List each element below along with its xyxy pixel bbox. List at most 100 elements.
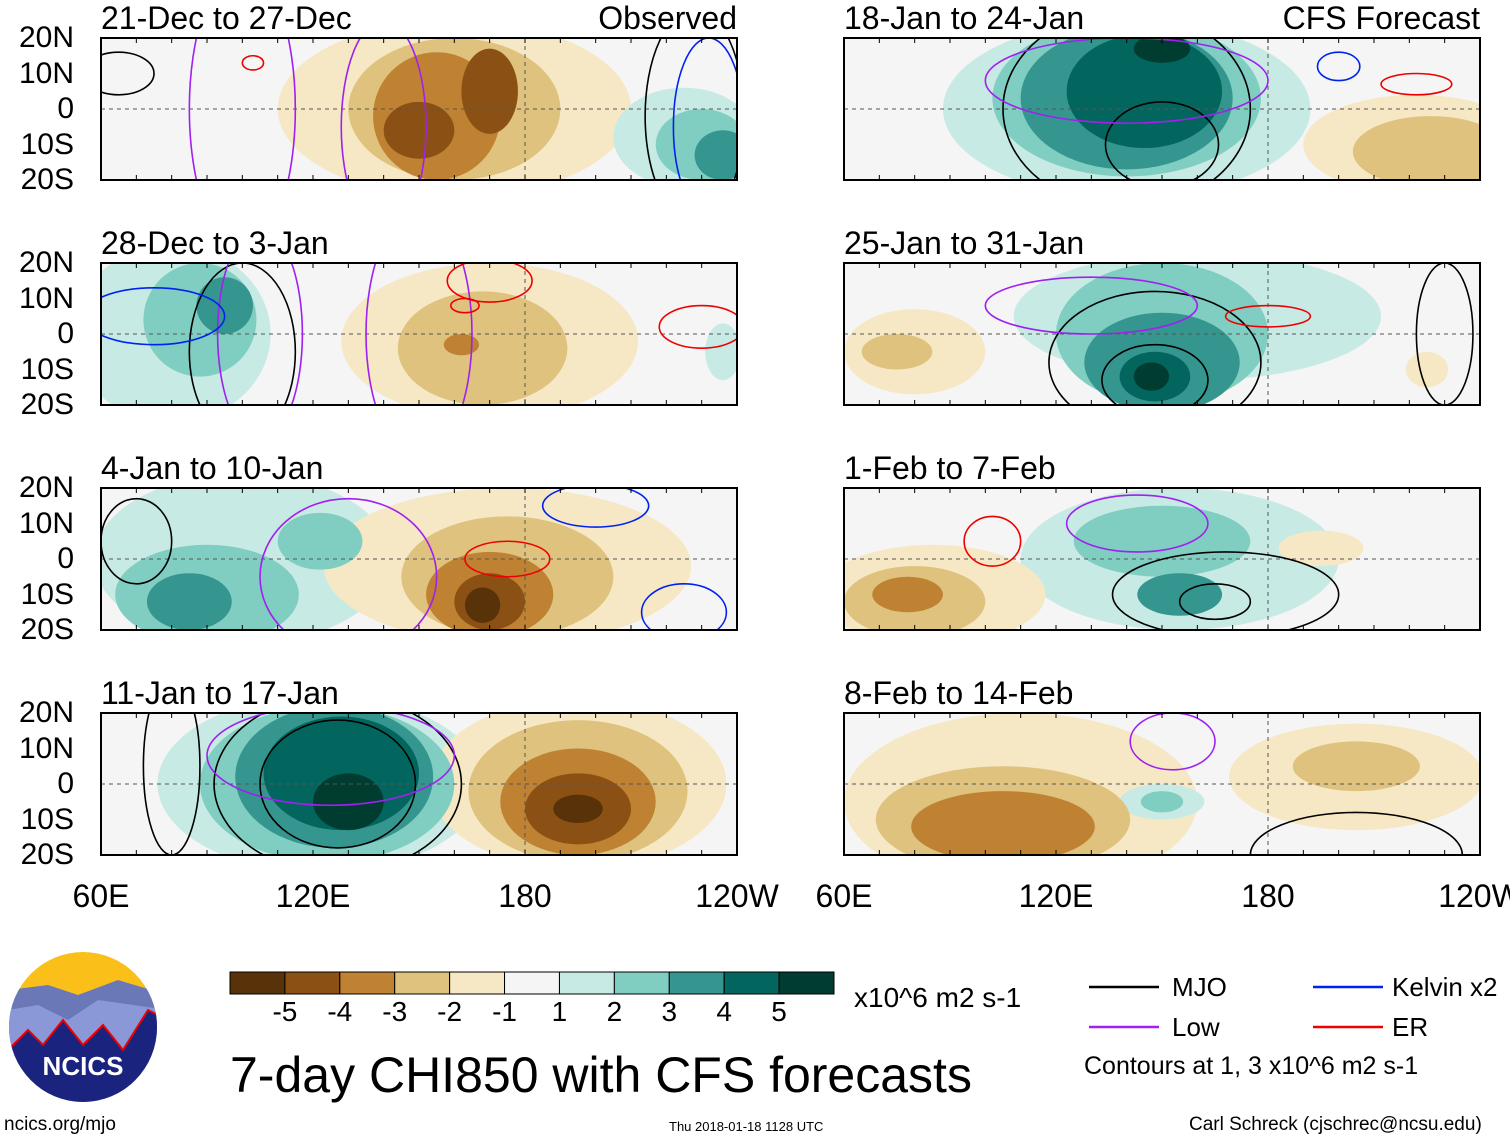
low-contour xyxy=(216,263,304,405)
map-panel xyxy=(844,488,1480,630)
mjo-contour xyxy=(213,713,463,855)
colorbar-tick-label: -5 xyxy=(272,996,298,1027)
lat-tick-label: 20N xyxy=(18,471,74,504)
kelvin-contour xyxy=(640,583,728,630)
negative-anomaly-region xyxy=(1278,530,1364,567)
er-contour xyxy=(449,297,480,314)
author-credit: Carl Schreck (cjschrec@ncsu.edu) xyxy=(1189,1114,1482,1135)
mjo-contour xyxy=(1101,343,1209,405)
lon-tick-label: 120W xyxy=(1438,878,1510,914)
lat-tick-label: 20S xyxy=(20,838,74,871)
mjo-contour xyxy=(1048,290,1262,405)
positive-anomaly-region xyxy=(146,573,232,630)
positive-anomaly-region xyxy=(1133,38,1191,63)
colorbar-tick-label: 3 xyxy=(661,996,678,1027)
lat-tick-label: 20S xyxy=(20,163,74,196)
negative-anomaly-region xyxy=(1352,116,1480,180)
negative-anomaly-region xyxy=(911,791,1095,855)
negative-anomaly-region xyxy=(443,334,480,356)
legend-mjo-label: MJO xyxy=(1172,972,1227,1002)
map-panel xyxy=(844,713,1480,855)
panel-date-label: 25-Jan to 31-Jan xyxy=(844,225,1085,261)
map-panel xyxy=(101,713,737,855)
colorbar-tick-label: -4 xyxy=(327,996,353,1027)
negative-anomaly-region xyxy=(1405,351,1449,388)
mjo-contour xyxy=(1178,583,1252,621)
panel-date-label: 8-Feb to 14-Feb xyxy=(844,675,1074,711)
er-contour xyxy=(963,515,1022,567)
lat-tick-label: 20N xyxy=(18,21,74,54)
negative-anomaly-region xyxy=(861,334,933,370)
colorbar-swatch xyxy=(339,971,396,995)
colorbar-swatch xyxy=(229,971,286,995)
low-contour xyxy=(188,38,297,180)
lat-tick-label: 10S xyxy=(20,802,74,836)
column-label: Observed xyxy=(598,0,737,36)
column-label: CFS Forecast xyxy=(1282,0,1480,36)
panel-date-label: 18-Jan to 24-Jan xyxy=(844,0,1085,36)
kelvin-contour xyxy=(672,38,737,180)
lat-tick-label: 10N xyxy=(18,731,74,765)
lat-tick-label: 10N xyxy=(18,56,74,90)
legend-low-label: Low xyxy=(1172,1012,1220,1042)
colorbar-tick-label: -1 xyxy=(492,996,517,1027)
panel-date-label: 21-Dec to 27-Dec xyxy=(101,0,352,36)
colorbar-swatch xyxy=(504,971,560,995)
kelvin-contour xyxy=(1316,51,1361,82)
map-panel xyxy=(844,38,1480,180)
colorbar-swatch xyxy=(668,971,725,995)
lat-tick-label: 10S xyxy=(20,127,74,161)
svg-text:NCICS: NCICS xyxy=(43,1051,124,1081)
map-panel xyxy=(101,263,737,405)
colorbar-swatch xyxy=(558,971,615,995)
colorbar-units: x10^6 m2 s-1 xyxy=(854,982,1022,1013)
positive-anomaly-region xyxy=(1137,573,1223,616)
positive-anomaly-region xyxy=(313,773,384,831)
mjo-contour xyxy=(259,719,417,849)
negative-anomaly-region xyxy=(872,576,943,613)
lon-tick-label: 180 xyxy=(1241,878,1295,914)
mjo-contour xyxy=(101,51,155,96)
colorbar-tick-label: -2 xyxy=(437,996,463,1027)
lat-tick-label: 0 xyxy=(57,92,74,125)
lon-tick-label: 120E xyxy=(1018,878,1094,914)
negative-anomaly-region xyxy=(1292,741,1420,792)
legend-er-label: ER xyxy=(1392,1012,1429,1042)
positive-anomaly-region xyxy=(694,130,737,180)
colorbar-swatch xyxy=(394,971,451,995)
mjo-contour xyxy=(1111,551,1340,630)
lat-tick-label: 10N xyxy=(18,281,74,315)
colorbar-tick-label: 4 xyxy=(716,996,732,1027)
panel-date-label: 1-Feb to 7-Feb xyxy=(844,450,1056,486)
lat-tick-label: 10N xyxy=(18,506,74,540)
mjo-contour xyxy=(644,38,737,180)
colorbar-tick-label: 5 xyxy=(771,996,787,1027)
low-contour xyxy=(984,276,1199,335)
lon-tick-label: 60E xyxy=(815,878,873,914)
low-contour xyxy=(365,263,473,405)
negative-anomaly-region xyxy=(397,291,568,405)
er-contour xyxy=(241,54,265,71)
map-panel xyxy=(101,38,737,180)
low-contour xyxy=(259,497,438,630)
negative-anomaly-region xyxy=(464,587,501,623)
lat-tick-label: 20S xyxy=(20,388,74,421)
colorbar-swatch xyxy=(723,971,780,995)
negative-anomaly-region xyxy=(553,794,603,824)
negative-anomaly-region xyxy=(461,48,518,134)
mjo-contour xyxy=(1415,263,1474,405)
site-link[interactable]: ncics.org/mjo xyxy=(4,1114,116,1135)
panel-date-label: 28-Dec to 3-Jan xyxy=(101,225,329,261)
colorbar-tick-label: 1 xyxy=(551,996,568,1027)
lat-tick-label: 20N xyxy=(18,696,74,729)
timestamp: Thu 2018-01-18 1128 UTC xyxy=(669,1119,824,1134)
lat-tick-label: 10S xyxy=(20,577,74,611)
lon-tick-label: 60E xyxy=(72,878,130,914)
lat-tick-label: 0 xyxy=(57,317,74,350)
mjo-contour xyxy=(188,263,297,405)
lat-tick-label: 0 xyxy=(57,767,74,800)
mjo-contour xyxy=(1104,101,1220,180)
lon-tick-label: 120W xyxy=(695,878,779,914)
